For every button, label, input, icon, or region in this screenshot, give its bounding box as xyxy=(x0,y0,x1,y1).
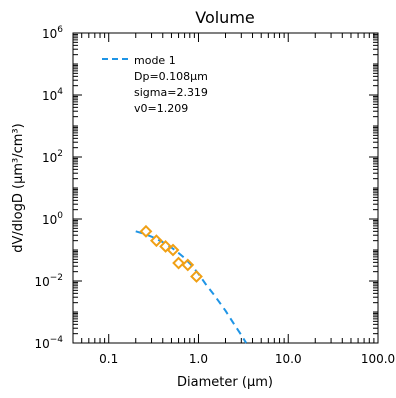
data-point-diamond xyxy=(159,240,172,253)
data-point-diamond xyxy=(166,243,180,257)
y-tick-label: 10−2 xyxy=(34,273,63,289)
legend-mode1-label: mode 1 xyxy=(134,54,176,67)
x-tick-label: 100.0 xyxy=(361,352,395,366)
legend-dp: Dp=0.108μm xyxy=(134,70,208,83)
y-tick-label: 100 xyxy=(42,211,63,227)
y-tick-label: 106 xyxy=(42,25,63,41)
data-point-diamond xyxy=(172,256,185,270)
y-axis-label: dV/dlogD (μm³/cm³) xyxy=(11,123,26,252)
legend: mode 1 Dp=0.108μm sigma=2.319 v0=1.209 xyxy=(102,54,208,115)
chart-title: Volume xyxy=(195,8,255,27)
data-point-diamond xyxy=(139,224,153,238)
x-tick-label: 0.1 xyxy=(99,352,118,366)
x-tick-label: 1.0 xyxy=(189,352,208,366)
legend-v0: v0=1.209 xyxy=(134,102,188,115)
x-tick-labels: 0.1 1.0 10.0 100.0 xyxy=(99,352,395,366)
plot-frame xyxy=(72,32,379,344)
axis-ticks xyxy=(72,32,379,344)
data-point-diamond xyxy=(190,270,203,283)
series-layer xyxy=(135,224,248,344)
y-tick-label: 10−4 xyxy=(34,335,63,351)
data-point-diamond xyxy=(181,258,195,272)
y-tick-labels: 10−4 10−2 100 102 104 106 xyxy=(34,25,63,351)
y-tick-label: 102 xyxy=(42,149,63,165)
mode1-fit-line xyxy=(135,230,248,344)
x-axis-label: Diameter (μm) xyxy=(177,375,273,390)
x-tick-label: 10.0 xyxy=(275,352,302,366)
y-tick-label: 104 xyxy=(42,87,63,103)
data-point-diamond xyxy=(150,234,163,248)
legend-sigma: sigma=2.319 xyxy=(134,86,208,99)
